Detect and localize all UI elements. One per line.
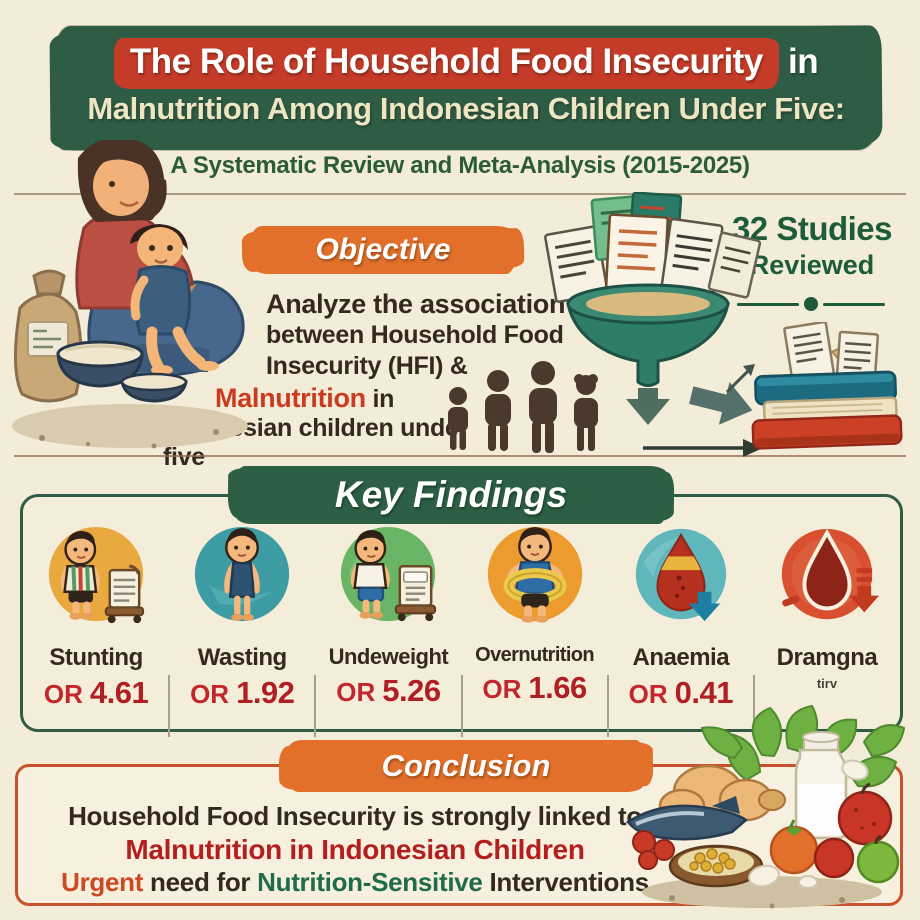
mother-child-illustration [12, 140, 248, 449]
title-line-2: Malnutrition Among Indonesian Children U… [87, 91, 845, 126]
or-value: 4.61 [89, 675, 149, 710]
title-line-1: The Role of Household Food Insecurity in [55, 38, 877, 89]
subtitle: A Systematic Review and Meta-Analysis (2… [170, 152, 750, 179]
key-findings-heading: Key Findings [334, 474, 568, 515]
wasting-child-icon [195, 526, 290, 622]
study-funnel-illustration [544, 192, 762, 425]
stunting-child-icon [48, 526, 145, 624]
conclusion-line-1: Household Food Insecurity is strongly li… [68, 801, 642, 831]
or-value: 1.92 [236, 675, 295, 710]
or-label: OR [336, 677, 376, 707]
finding-label: Overnutrition [475, 644, 595, 666]
finding-item-wasting: Wasting OR 1.92 [169, 523, 317, 737]
overnutrition-child-icon [487, 526, 582, 623]
title-highlight: The Role of Household Food Insecurity [113, 38, 779, 89]
timeline-connector [737, 297, 885, 311]
conclusion-line-2: Malnutrition in Indonesian Children [125, 834, 585, 865]
timeline-dot [804, 297, 818, 311]
anaemia-blood-drop-icon [635, 528, 726, 622]
studies-count-label: Reviewed [749, 250, 875, 280]
underweight-child-icon [341, 526, 437, 622]
conclusion-text: Household Food Insecurity is strongly li… [30, 800, 680, 899]
finding-label: Dramgna [776, 644, 878, 671]
or-value: 0.41 [674, 675, 734, 710]
children-silhouettes-icon [448, 361, 598, 453]
or-value: 5.26 [382, 673, 441, 708]
blood-drop-decrease-icon [781, 528, 879, 620]
flow-arrows-icon [643, 364, 763, 457]
objective-text: Analyze the association between Househol… [266, 289, 626, 382]
nutritious-food-illustration [626, 704, 906, 909]
studies-count: 32 Studies Reviewed [712, 210, 912, 281]
finding-item-underweight: Undeweight OR 5.26 [315, 523, 463, 737]
conclusion-heading: Conclusion [381, 748, 551, 783]
title-tail: in [778, 42, 819, 81]
objective-heading: Objective [315, 233, 451, 266]
conclusion-banner: Conclusion [288, 740, 644, 792]
malnutrition-highlight: Malnutrition [215, 383, 366, 413]
finding-label: Undeweight [328, 644, 449, 669]
finding-sub-label: tirv [816, 676, 838, 691]
nutrition-sensitive-highlight: Nutrition-Sensitive [257, 867, 483, 897]
or-label: OR [482, 674, 522, 704]
finding-item-anaemia: Anaemia OR 0.41 [608, 523, 756, 737]
key-findings-box: Stunting OR 4.61 Wasting OR 1.92 [20, 494, 903, 737]
finding-label: Stunting [49, 644, 143, 671]
finding-item-stunting: Stunting OR 4.61 [23, 523, 171, 737]
or-value: 1.66 [528, 670, 587, 705]
conclusion-line-3: Urgent need for Nutrition-Sensitive Inte… [61, 867, 649, 897]
books-stack-illustration [751, 322, 903, 450]
finding-label: Anaemia [632, 644, 730, 671]
mid-divider [14, 455, 906, 457]
or-label: OR [628, 679, 668, 709]
title-banner: The Role of Household Food Insecurity in… [55, 26, 877, 150]
key-findings-banner: Key Findings [235, 466, 667, 524]
finding-item-overnutrition: Overnutrition OR 1.66 [462, 523, 609, 737]
finding-label: Wasting [197, 644, 287, 671]
objective-line-3: Insecurity (HFI) & [266, 352, 468, 380]
objective-line-4: Malnutrition in [215, 383, 395, 414]
objective-banner: Objective [250, 226, 516, 274]
objective-line-1: Analyze the association [266, 289, 566, 319]
top-divider [14, 193, 906, 195]
finding-item-dramgna: Dramgna tirv [754, 523, 900, 729]
urgent-highlight: Urgent [61, 867, 144, 897]
or-label: OR [190, 679, 230, 709]
objective-line-2: between Household Food [266, 321, 564, 349]
or-label: OR [43, 679, 83, 709]
